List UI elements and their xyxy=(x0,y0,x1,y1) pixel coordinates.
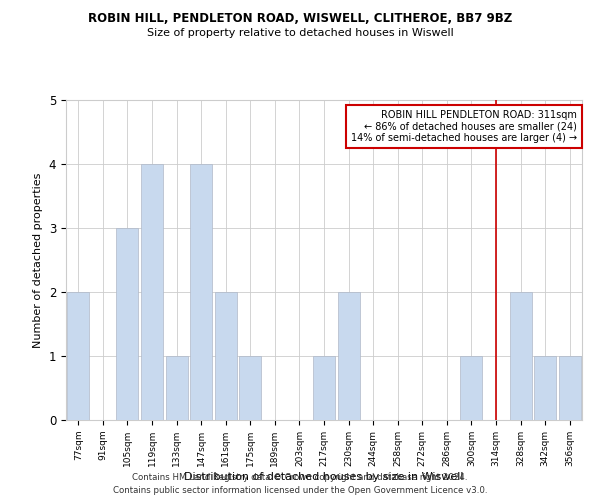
Bar xyxy=(534,356,556,420)
Text: Contains HM Land Registry data © Crown copyright and database right 2024.: Contains HM Land Registry data © Crown c… xyxy=(132,472,468,482)
Text: Contains public sector information licensed under the Open Government Licence v3: Contains public sector information licen… xyxy=(113,486,487,495)
X-axis label: Distribution of detached houses by size in Wiswell: Distribution of detached houses by size … xyxy=(184,472,464,482)
Bar xyxy=(338,292,359,420)
Bar xyxy=(313,356,335,420)
Bar xyxy=(141,164,163,420)
Bar xyxy=(239,356,262,420)
Bar xyxy=(166,356,188,420)
Bar xyxy=(116,228,139,420)
Bar xyxy=(509,292,532,420)
Bar xyxy=(460,356,482,420)
Bar xyxy=(215,292,237,420)
Bar xyxy=(559,356,581,420)
Text: ROBIN HILL, PENDLETON ROAD, WISWELL, CLITHEROE, BB7 9BZ: ROBIN HILL, PENDLETON ROAD, WISWELL, CLI… xyxy=(88,12,512,26)
Bar xyxy=(190,164,212,420)
Text: ROBIN HILL PENDLETON ROAD: 311sqm
← 86% of detached houses are smaller (24)
14% : ROBIN HILL PENDLETON ROAD: 311sqm ← 86% … xyxy=(351,110,577,143)
Bar xyxy=(67,292,89,420)
Text: Size of property relative to detached houses in Wiswell: Size of property relative to detached ho… xyxy=(146,28,454,38)
Y-axis label: Number of detached properties: Number of detached properties xyxy=(33,172,43,348)
